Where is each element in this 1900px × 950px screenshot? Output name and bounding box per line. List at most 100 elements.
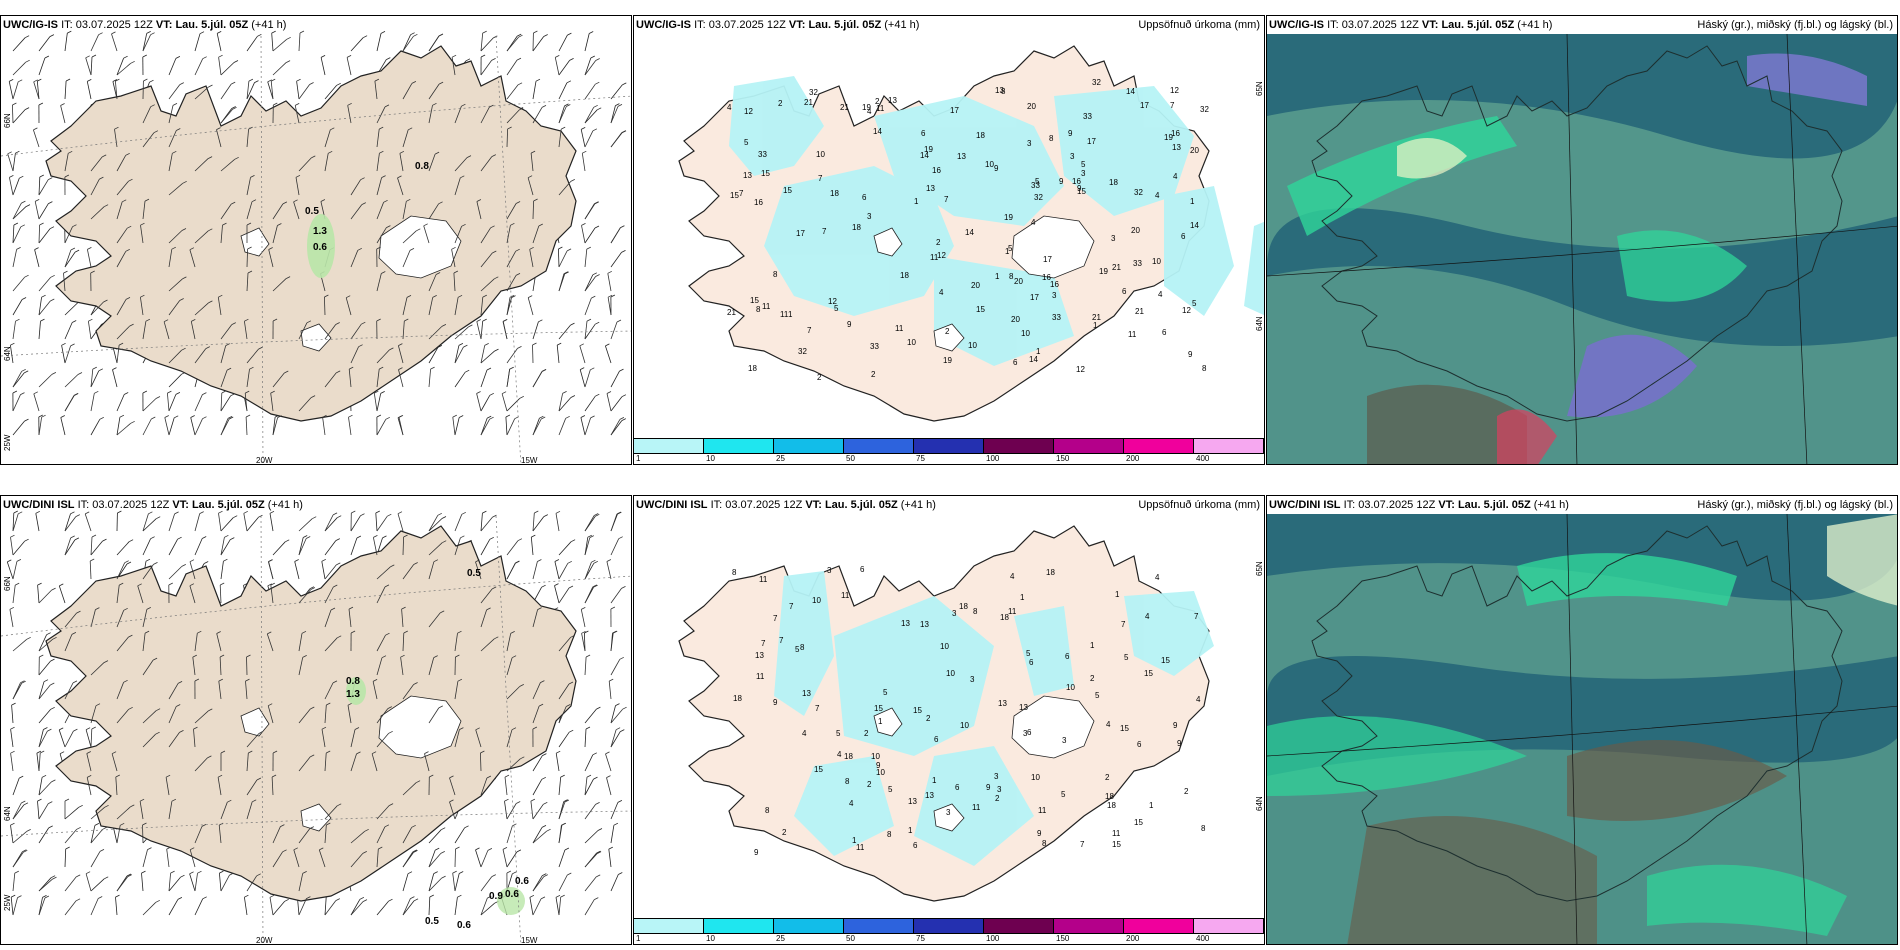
wind-barb <box>12 777 20 796</box>
wind-barb-tick <box>383 199 388 203</box>
wind-barb-tick <box>608 846 613 850</box>
wind-barb <box>324 900 337 916</box>
wind-barb <box>12 540 25 556</box>
wind-barb-tick <box>460 535 465 539</box>
wind-barb <box>558 34 568 52</box>
wind-barb-tick <box>88 318 93 322</box>
legend-tick: 50 <box>846 934 855 943</box>
wind-barb <box>90 34 99 52</box>
wind-barb <box>324 540 337 556</box>
precip-value: 9 <box>1173 721 1178 730</box>
precip-value: 21 <box>804 98 813 107</box>
wind-barb-tick <box>595 513 600 517</box>
wind-barb-tick <box>459 727 464 730</box>
wind-barb <box>112 369 118 388</box>
wind-barb <box>12 371 23 388</box>
wind-barb <box>90 705 97 724</box>
wind-barb <box>480 60 492 76</box>
wind-barb-tick <box>144 630 150 634</box>
precip-value: 21 <box>840 103 849 112</box>
wind-barb <box>12 804 25 820</box>
wind-barb-tick <box>207 156 213 159</box>
wind-barb-tick <box>38 414 43 418</box>
wind-barb <box>584 395 596 412</box>
wind-barb-tick <box>570 179 575 182</box>
precip-value: 21 <box>1092 313 1101 322</box>
wind-barb-tick <box>398 415 404 418</box>
precip-value: 2 <box>936 238 941 247</box>
precip-value: 7 <box>822 227 827 236</box>
wind-barb-tick <box>570 539 576 543</box>
wind-barb-tick <box>171 798 177 802</box>
wind-barb-tick <box>111 31 116 35</box>
wind-barb <box>480 417 488 436</box>
wind-barb-tick <box>335 322 340 325</box>
precip-value: 8 <box>765 806 770 815</box>
wind-barb-tick <box>104 804 109 808</box>
precip-value: 19 <box>924 145 933 154</box>
wind-barb-tick <box>595 274 600 277</box>
wind-barb <box>38 297 42 316</box>
wind-barb <box>372 681 378 700</box>
wind-barb-tick <box>457 294 463 298</box>
precip-value: 19 <box>1164 133 1173 142</box>
wind-barb <box>480 876 493 892</box>
wind-barb <box>298 322 308 340</box>
wind-barb-tick <box>208 228 213 232</box>
wind-barb-tick <box>50 875 56 879</box>
wind-barb <box>38 752 41 772</box>
wind-barb-tick <box>566 704 571 707</box>
wind-barb <box>558 706 567 724</box>
wind-barb-tick <box>50 658 55 662</box>
wind-barb-tick <box>579 343 584 347</box>
wind-barb-tick <box>564 847 570 851</box>
legend-tick: 200 <box>1126 454 1140 463</box>
wind-barb <box>454 681 459 700</box>
wind-barb-tick <box>16 559 22 562</box>
wind-barb <box>428 515 439 532</box>
lat-label: 65N <box>1255 81 1264 96</box>
wind-barb-tick <box>182 180 187 184</box>
wind-barb-tick <box>102 826 107 830</box>
wind-barb <box>220 802 228 820</box>
wind-barb-tick <box>452 414 457 418</box>
precip-value: 13 <box>908 797 917 806</box>
wind-barb-tick <box>433 871 438 874</box>
wind-barb-tick <box>102 154 107 158</box>
wind-barb-tick <box>557 342 562 346</box>
wind-barb-tick <box>484 343 489 346</box>
value-label: 0.9 <box>489 891 503 902</box>
wind-barb <box>584 57 592 76</box>
wind-barb <box>376 393 382 412</box>
wind-barb-tick <box>282 849 287 853</box>
wind-barb <box>350 901 364 916</box>
wind-barb-tick <box>202 896 207 900</box>
wind-barb-tick <box>590 55 595 59</box>
precip-value: 19 <box>862 103 871 112</box>
wind-barb <box>142 34 151 52</box>
legend-tick: 100 <box>986 454 1000 463</box>
wind-barb-tick <box>502 847 508 850</box>
wind-barb <box>374 81 378 100</box>
wind-barb-tick <box>26 636 31 640</box>
wind-barb <box>322 417 326 436</box>
wind-barb-tick <box>202 392 207 395</box>
wind-barb-tick <box>321 558 326 562</box>
wind-barb-tick <box>225 343 230 346</box>
legend-tick: 1 <box>636 454 641 463</box>
wind-barb <box>168 417 175 436</box>
wind-barb-tick <box>506 870 512 874</box>
wind-barb <box>33 81 40 100</box>
legend-tick: 150 <box>1056 454 1070 463</box>
wind-barb <box>38 228 51 244</box>
wind-barb <box>428 83 440 100</box>
wind-barb-tick <box>538 703 544 707</box>
wind-barb <box>168 373 182 388</box>
wind-barb-tick <box>36 750 42 754</box>
legend-tick: 400 <box>1196 454 1210 463</box>
precip-value: 6 <box>1065 652 1070 661</box>
wind-barb <box>605 345 612 364</box>
wind-barb-tick <box>59 727 64 731</box>
precip-value: 7 <box>815 704 820 713</box>
wind-barb-tick <box>320 199 326 202</box>
